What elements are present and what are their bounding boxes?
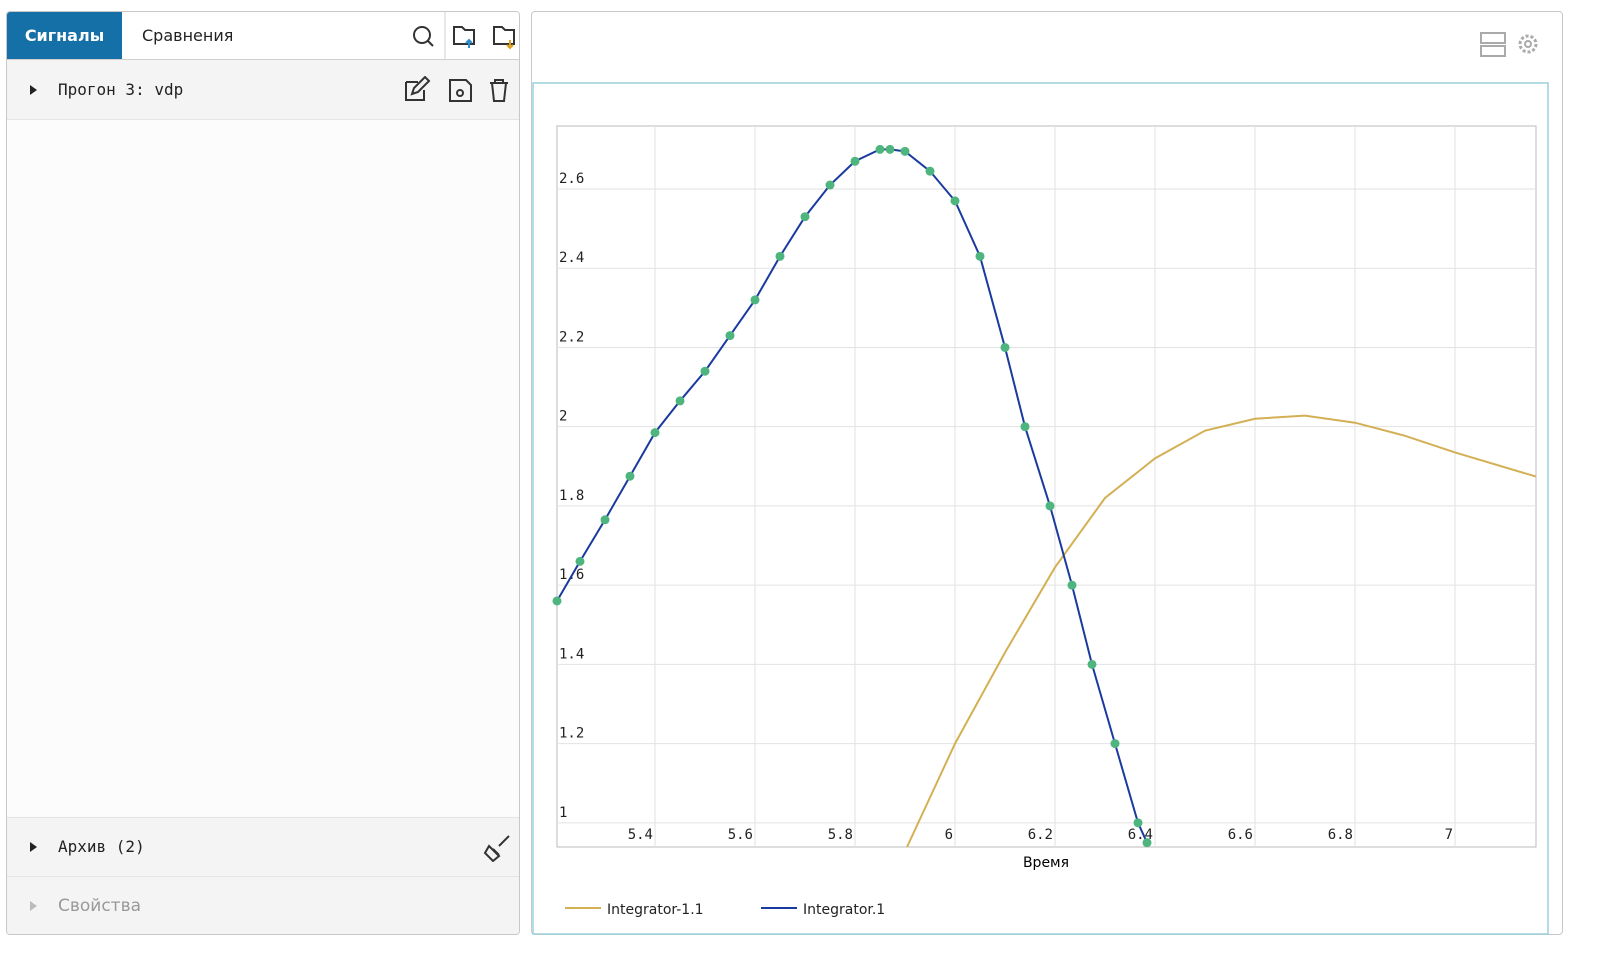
toolbar-icons[interactable] (402, 12, 520, 59)
y-tick-label: 2.6 (559, 171, 584, 187)
y-tick-label: 1 (559, 805, 567, 821)
data-point (675, 396, 685, 406)
data-point (875, 144, 885, 154)
data-point (650, 428, 660, 438)
data-point (825, 180, 835, 190)
legend-label: Integrator-1.1 (607, 902, 704, 918)
x-tick-label: 5.6 (728, 827, 753, 843)
data-point (552, 596, 562, 606)
data-point (1067, 580, 1077, 590)
x-tick-label: 6.8 (1328, 827, 1353, 843)
expand-arrow[interactable] (29, 841, 39, 853)
data-point (850, 156, 860, 166)
data-point (1045, 501, 1055, 511)
expand-arrow (30, 901, 37, 911)
tab[interactable]: Сравнения (142, 26, 234, 45)
x-tick-label: 6 (945, 827, 953, 843)
data-point (800, 212, 810, 222)
data-point (625, 471, 635, 481)
properties-row[interactable]: Свойства (7, 877, 519, 934)
data-point (600, 515, 610, 525)
y-tick-label: 2.4 (559, 250, 584, 266)
y-tick-label: 1.4 (559, 646, 584, 662)
signals-panel: Сигналы Сравнения Прогон 3: vdp Архив (2… (6, 11, 520, 935)
x-tick-label: 6.2 (1028, 827, 1053, 843)
expand-arrow[interactable] (29, 84, 39, 96)
data-point (1142, 838, 1152, 848)
archive-row[interactable]: Архив (2) (7, 817, 519, 877)
y-tick-label: 2 (559, 409, 567, 425)
series-line (906, 414, 1536, 848)
archive-label: Архив (2) (58, 837, 145, 856)
x-tick-label: 5.4 (628, 827, 653, 843)
tab-bar: Сигналы Сравнения (7, 12, 520, 60)
run-label: Прогон 3: vdp (58, 80, 184, 99)
x-tick-label: 5.8 (828, 827, 853, 843)
data-point (700, 366, 710, 376)
data-point (1000, 342, 1010, 352)
data-point (775, 251, 785, 261)
x-tick-label: 6.6 (1228, 827, 1253, 843)
data-point (1087, 659, 1097, 669)
x-tick-label: 7 (1445, 827, 1453, 843)
legend-label: Integrator.1 (803, 902, 885, 918)
data-point (950, 196, 960, 206)
data-point (975, 251, 985, 261)
run-actions[interactable] (402, 76, 517, 104)
plot-area (556, 125, 1537, 848)
run-row[interactable]: Прогон 3: vdp (7, 60, 519, 120)
data-point (750, 295, 760, 305)
data-point (1133, 818, 1143, 828)
data-point (925, 166, 935, 176)
tab[interactable]: Сигналы (7, 12, 122, 59)
x-axis-label: Время (1023, 855, 1069, 871)
data-point (900, 146, 910, 156)
properties-label: Свойства (58, 896, 142, 916)
y-tick-label: 1.8 (559, 488, 584, 504)
chart-toolbar[interactable] (1478, 30, 1553, 58)
y-tick-label: 1.2 (559, 726, 584, 742)
clear-icon[interactable] (483, 834, 511, 862)
data-point (575, 556, 585, 566)
data-point (1110, 739, 1120, 749)
data-point (725, 331, 735, 341)
data-point (1020, 422, 1030, 432)
data-point (885, 144, 895, 154)
y-tick-label: 2.2 (559, 329, 584, 345)
